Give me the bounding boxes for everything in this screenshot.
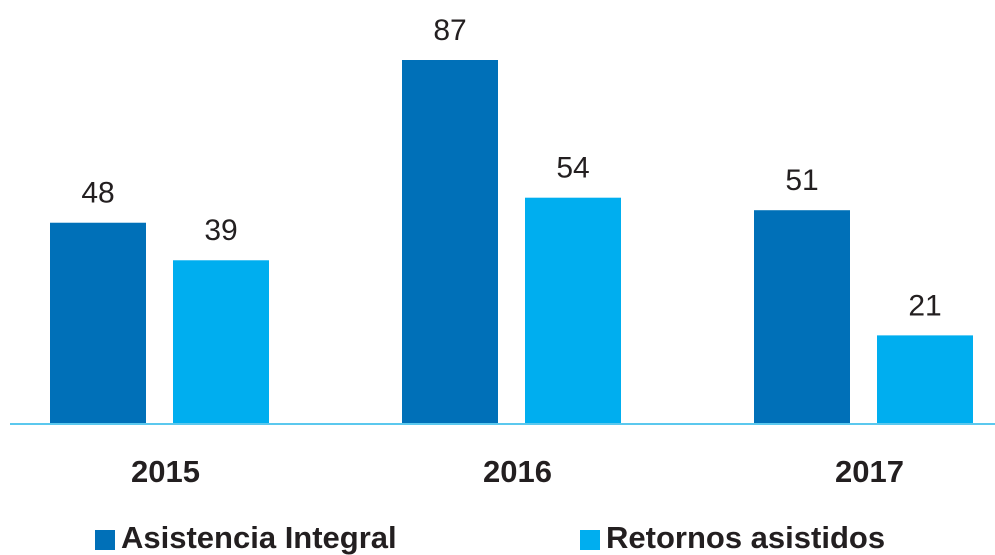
legend-label: Retornos asistidos [606,520,885,555]
legend-swatch [95,530,115,550]
legend-label: Asistencia Integral [121,520,397,555]
x-tick-label: 2017 [835,454,904,489]
bar [754,210,850,423]
value-label: 48 [81,177,114,210]
legend-swatch [580,530,600,550]
x-tick-label: 2016 [483,454,552,489]
value-label: 21 [908,289,941,322]
value-label: 51 [785,164,818,197]
bar [402,60,498,423]
bar [877,335,973,423]
value-label: 87 [433,14,466,47]
bar [173,260,269,423]
bar [50,222,146,423]
bar [525,197,621,423]
value-label: 54 [556,152,589,185]
value-label: 39 [204,214,237,247]
x-tick-label: 2015 [131,454,200,489]
